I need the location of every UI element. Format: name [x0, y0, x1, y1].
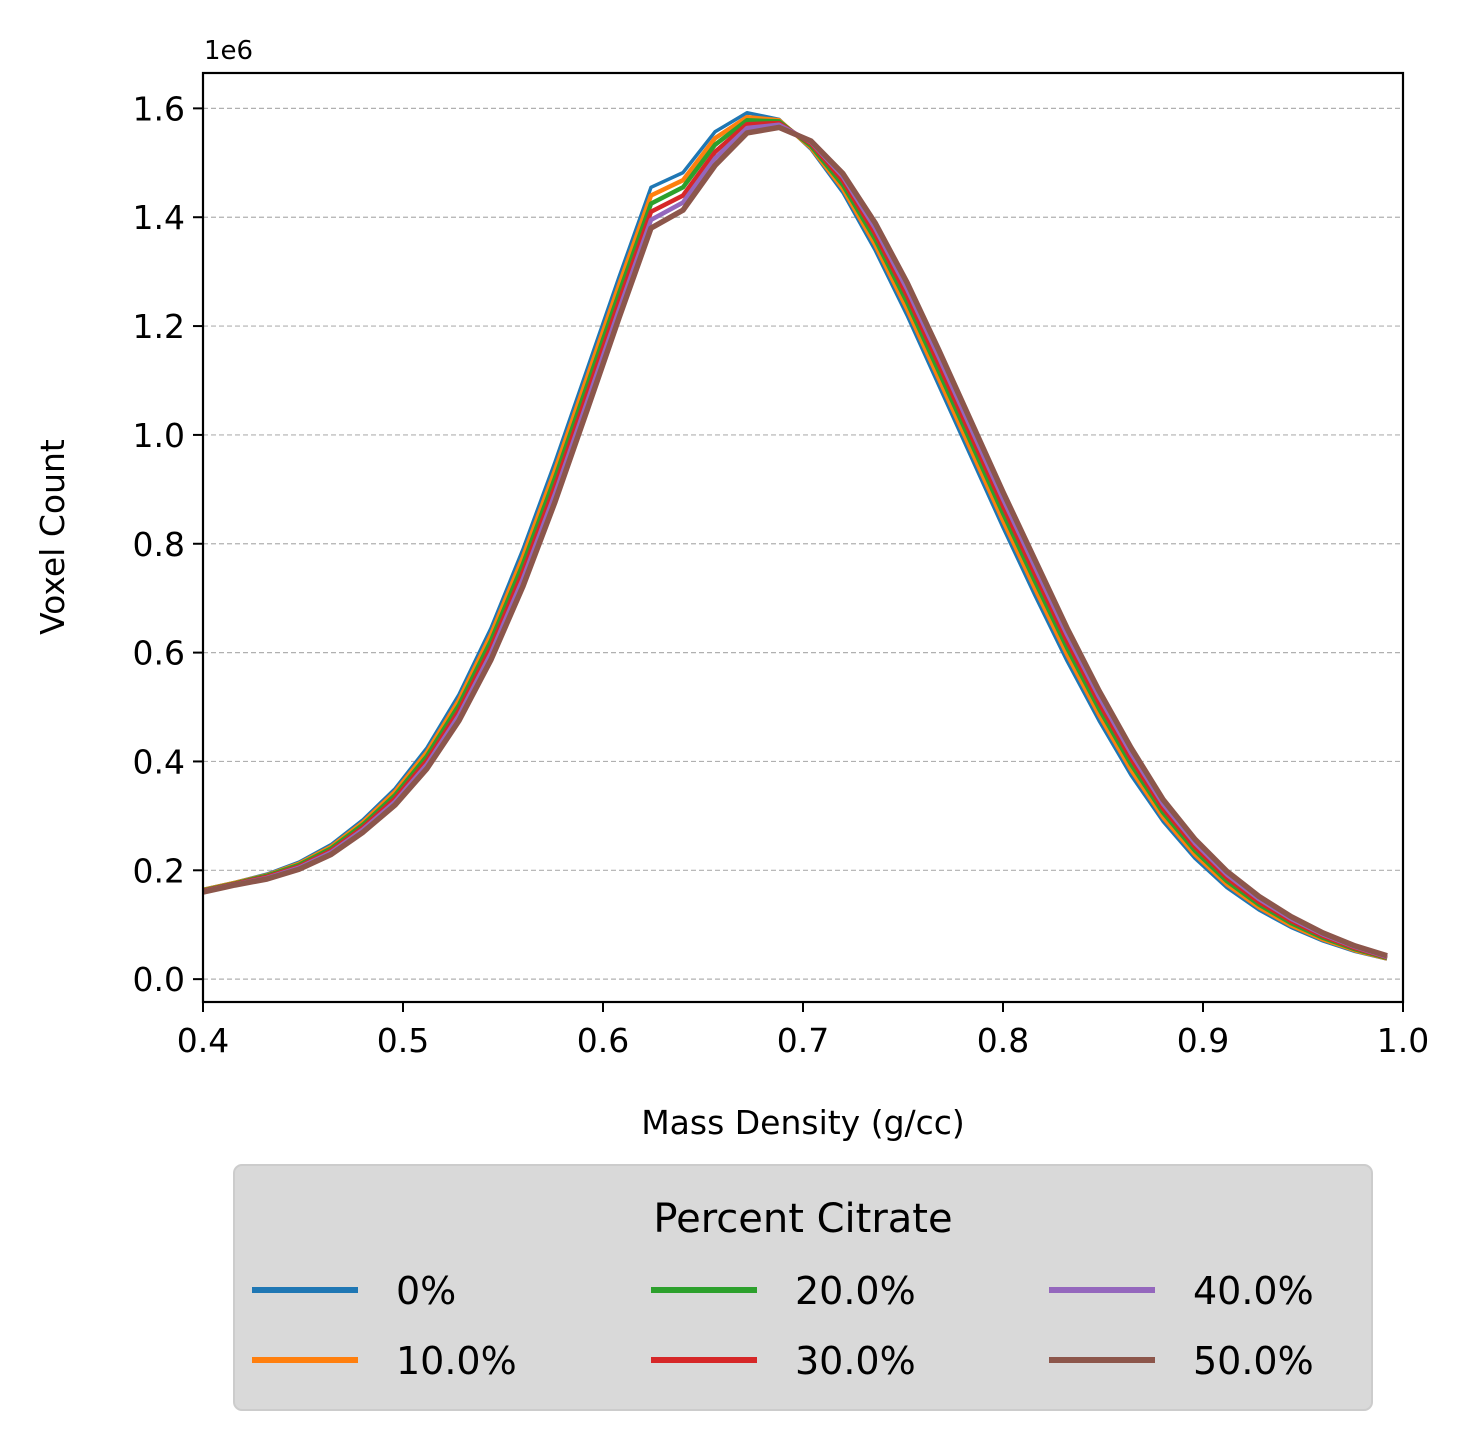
y-grid	[203, 107, 1403, 980]
series-line-4	[202, 120, 1388, 960]
x-tick-label: 0.6	[577, 1021, 629, 1060]
x-axis-label: Mass Density (g/cc)	[641, 1103, 965, 1142]
y-tick-label: 1.2	[133, 307, 185, 346]
legend: Percent Citrate 0% 10.0% 20.0% 30.0% 40.0% 50…	[233, 1164, 1373, 1411]
y-tick-label: 1.0	[133, 416, 185, 455]
legend-label: 30.0%	[795, 1339, 916, 1383]
y-tick-label: 0.2	[133, 851, 185, 890]
legend-label: 0%	[396, 1269, 456, 1313]
legend-label: 10.0%	[396, 1339, 517, 1383]
series-line-3	[202, 118, 1388, 961]
offset-label: 1e6	[204, 36, 253, 66]
y-tick-label: 0.6	[133, 634, 185, 673]
y-tick-label: 0.4	[133, 742, 185, 781]
series-line-2	[202, 114, 1388, 961]
legend-title: Percent Citrate	[653, 1196, 952, 1242]
x-tick-label: 0.5	[377, 1021, 429, 1060]
plot-area-frame	[201, 71, 1405, 1004]
y-tick-label: 1.4	[133, 198, 185, 237]
series-line-5	[202, 122, 1388, 959]
y-axis-ticks: 0.0 0.2 0.4 0.6 0.8 1.0 1.2 1.4 1.6	[133, 89, 203, 999]
legend-label: 20.0%	[795, 1269, 916, 1313]
x-tick-label: 0.7	[777, 1021, 829, 1060]
y-tick-label: 0.8	[133, 525, 185, 564]
x-tick-label: 0.4	[177, 1021, 229, 1060]
y-tick-label: 0.0	[133, 960, 185, 999]
series-line-6	[202, 124, 1388, 959]
legend-items: 0% 10.0% 20.0% 30.0% 40.0% 50.0%	[252, 1269, 1314, 1383]
legend-label: 40.0%	[1193, 1269, 1314, 1313]
series-line-1	[202, 110, 1388, 961]
x-tick-label: 0.9	[1177, 1021, 1229, 1060]
legend-box	[233, 1164, 1373, 1411]
series-lines	[202, 110, 1388, 961]
x-tick-label: 0.8	[977, 1021, 1029, 1060]
y-axis-label: Voxel Count	[33, 439, 72, 635]
legend-label: 50.0%	[1193, 1339, 1314, 1383]
y-tick-label: 1.6	[133, 89, 185, 128]
x-tick-label: 1.0	[1377, 1021, 1429, 1060]
x-axis-ticks: 0.4 0.5 0.6 0.7 0.8 0.9 1.0	[177, 1002, 1429, 1060]
